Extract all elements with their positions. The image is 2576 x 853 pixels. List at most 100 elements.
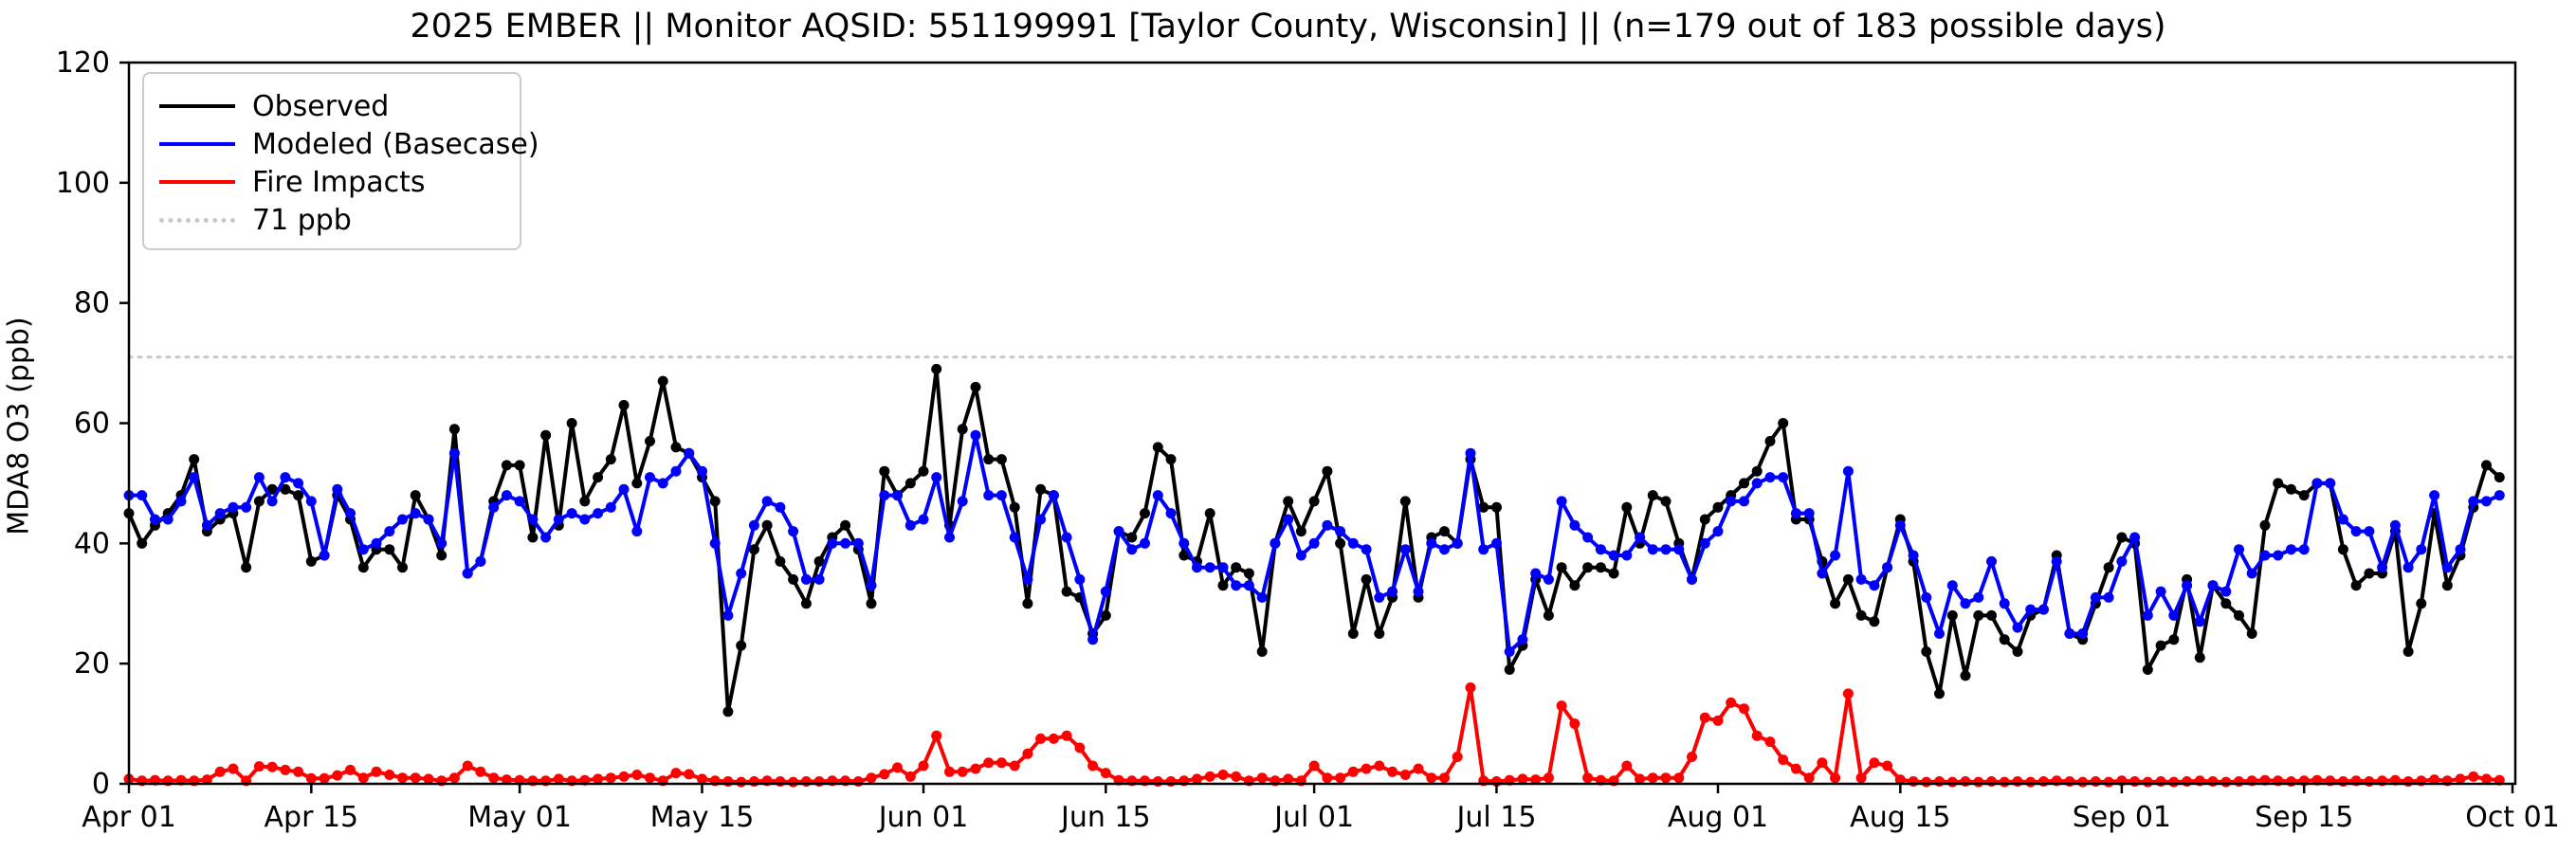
observed-series-point xyxy=(866,598,877,609)
x-tick-label: Jul 15 xyxy=(1455,801,1537,834)
observed-series-point xyxy=(436,550,448,561)
modeled-series-point xyxy=(1387,586,1398,597)
fire-impacts-series-point xyxy=(697,773,707,785)
modeled-series-point xyxy=(1921,591,1932,603)
modeled-series-point xyxy=(2350,526,2362,537)
fire-impacts-series-point xyxy=(1751,730,1763,741)
fire-impacts-series-point xyxy=(1556,700,1567,712)
fire-impacts-series-point xyxy=(1452,752,1463,762)
modeled-series-point xyxy=(293,478,304,489)
modeled-series-point xyxy=(579,514,591,525)
fire-impacts-series-point xyxy=(748,776,759,787)
modeled-series-point xyxy=(1621,550,1633,561)
fire-impacts-series-point xyxy=(2103,776,2114,788)
modeled-series-point xyxy=(1530,568,1542,579)
observed-series-point xyxy=(397,562,408,573)
modeled-series-point xyxy=(462,568,473,579)
fire-impacts-series-point xyxy=(918,760,929,771)
observed-series-point xyxy=(1231,562,1242,573)
modeled-series-point xyxy=(2194,616,2205,627)
modeled-series-point xyxy=(1790,508,1801,519)
modeled-series-point xyxy=(2441,562,2453,573)
observed-series-point xyxy=(1830,598,1841,609)
fire-impacts-series-point xyxy=(1999,776,2010,788)
modeled-series-point xyxy=(2077,628,2089,639)
modeled-series-point xyxy=(2325,478,2336,489)
modeled-series-point xyxy=(1322,519,1333,531)
fire-impacts-series-point xyxy=(1621,760,1633,771)
modeled-series-point xyxy=(2246,568,2257,579)
fire-impacts-series-point xyxy=(788,776,799,788)
observed-series-point xyxy=(2350,580,2362,591)
modeled-series-point xyxy=(423,514,434,525)
modeled-series-point xyxy=(722,609,734,621)
modeled-series-point xyxy=(357,544,369,555)
observed-series-point xyxy=(1778,418,1789,428)
modeled-series-point xyxy=(1764,472,1776,483)
fire-impacts-series-point xyxy=(1204,771,1215,782)
modeled-series-point xyxy=(2364,526,2375,537)
modeled-series-point xyxy=(1192,562,1202,573)
modeled-series-point xyxy=(1869,580,1880,591)
modeled-series-point xyxy=(1270,537,1281,549)
fire-impacts-series-point xyxy=(1582,772,1594,784)
fire-impacts-series-point xyxy=(2142,776,2153,788)
fire-impacts-series-point xyxy=(605,772,616,784)
observed-series-point xyxy=(2220,598,2232,609)
modeled-series-point xyxy=(2103,591,2114,603)
observed-series-point xyxy=(2246,628,2257,639)
observed-series-point xyxy=(241,562,252,573)
observed-series-point xyxy=(1621,501,1633,513)
observed-series-point xyxy=(2402,646,2414,657)
modeled-series-point xyxy=(1960,598,1971,609)
y-tick-label: 60 xyxy=(74,408,110,441)
fire-impacts-series-point xyxy=(684,769,695,780)
observed-series-point xyxy=(1921,646,1932,657)
fire-impacts-series-point xyxy=(1817,757,1828,769)
modeled-series-point xyxy=(605,501,616,513)
modeled-series-point xyxy=(879,490,890,501)
observed-series-point xyxy=(1347,628,1359,639)
modeled-series-point xyxy=(2402,562,2414,573)
observed-series-point xyxy=(1556,562,1567,573)
modeled-series-point xyxy=(1647,544,1658,555)
modeled-series-point xyxy=(1673,544,1685,555)
modeled-series-point xyxy=(1595,544,1606,555)
legend-label-observed: Observed xyxy=(252,89,390,123)
modeled-series-point xyxy=(1986,555,1997,567)
modeled-series-point xyxy=(1517,634,1528,645)
fire-impacts-series-point xyxy=(722,776,734,787)
fire-impacts-series-point xyxy=(645,772,655,784)
y-tick-label: 20 xyxy=(74,647,110,681)
legend-label-fire: Fire Impacts xyxy=(252,165,426,199)
modeled-series-point xyxy=(788,526,799,537)
modeled-series-point xyxy=(1569,519,1580,531)
fire-impacts-series-point xyxy=(593,773,604,785)
modeled-series-point xyxy=(2286,544,2296,555)
plot-area xyxy=(129,63,2515,784)
observed-series-point xyxy=(1256,646,1268,657)
observed-series-point xyxy=(2416,598,2427,609)
x-tick-label: Oct 01 xyxy=(2465,801,2560,834)
modeled-series-point xyxy=(162,514,174,525)
modeled-line-sample xyxy=(159,142,235,146)
modeled-series-point xyxy=(1946,580,1958,591)
observed-series-point xyxy=(670,442,682,453)
y-tick-label: 80 xyxy=(74,287,110,320)
modeled-series-point xyxy=(1687,573,1697,585)
observed-series-point xyxy=(1204,508,1215,519)
modeled-series-point xyxy=(566,508,577,519)
modeled-series-point xyxy=(1842,465,1854,477)
observed-series-point xyxy=(1764,436,1776,446)
modeled-series-point xyxy=(2090,591,2101,603)
modeled-series-point xyxy=(1830,550,1841,561)
observed-series-point xyxy=(1140,508,1150,519)
observed-series-point xyxy=(879,465,890,477)
y-tick-label: 120 xyxy=(56,46,110,80)
modeled-series-point xyxy=(2455,544,2466,555)
x-tick-label: Aug 15 xyxy=(1850,801,1950,834)
modeled-series-point xyxy=(436,537,448,549)
modeled-series-point xyxy=(761,496,773,507)
fire-impacts-series-point xyxy=(1322,772,1333,784)
observed-series-point xyxy=(2494,472,2505,483)
